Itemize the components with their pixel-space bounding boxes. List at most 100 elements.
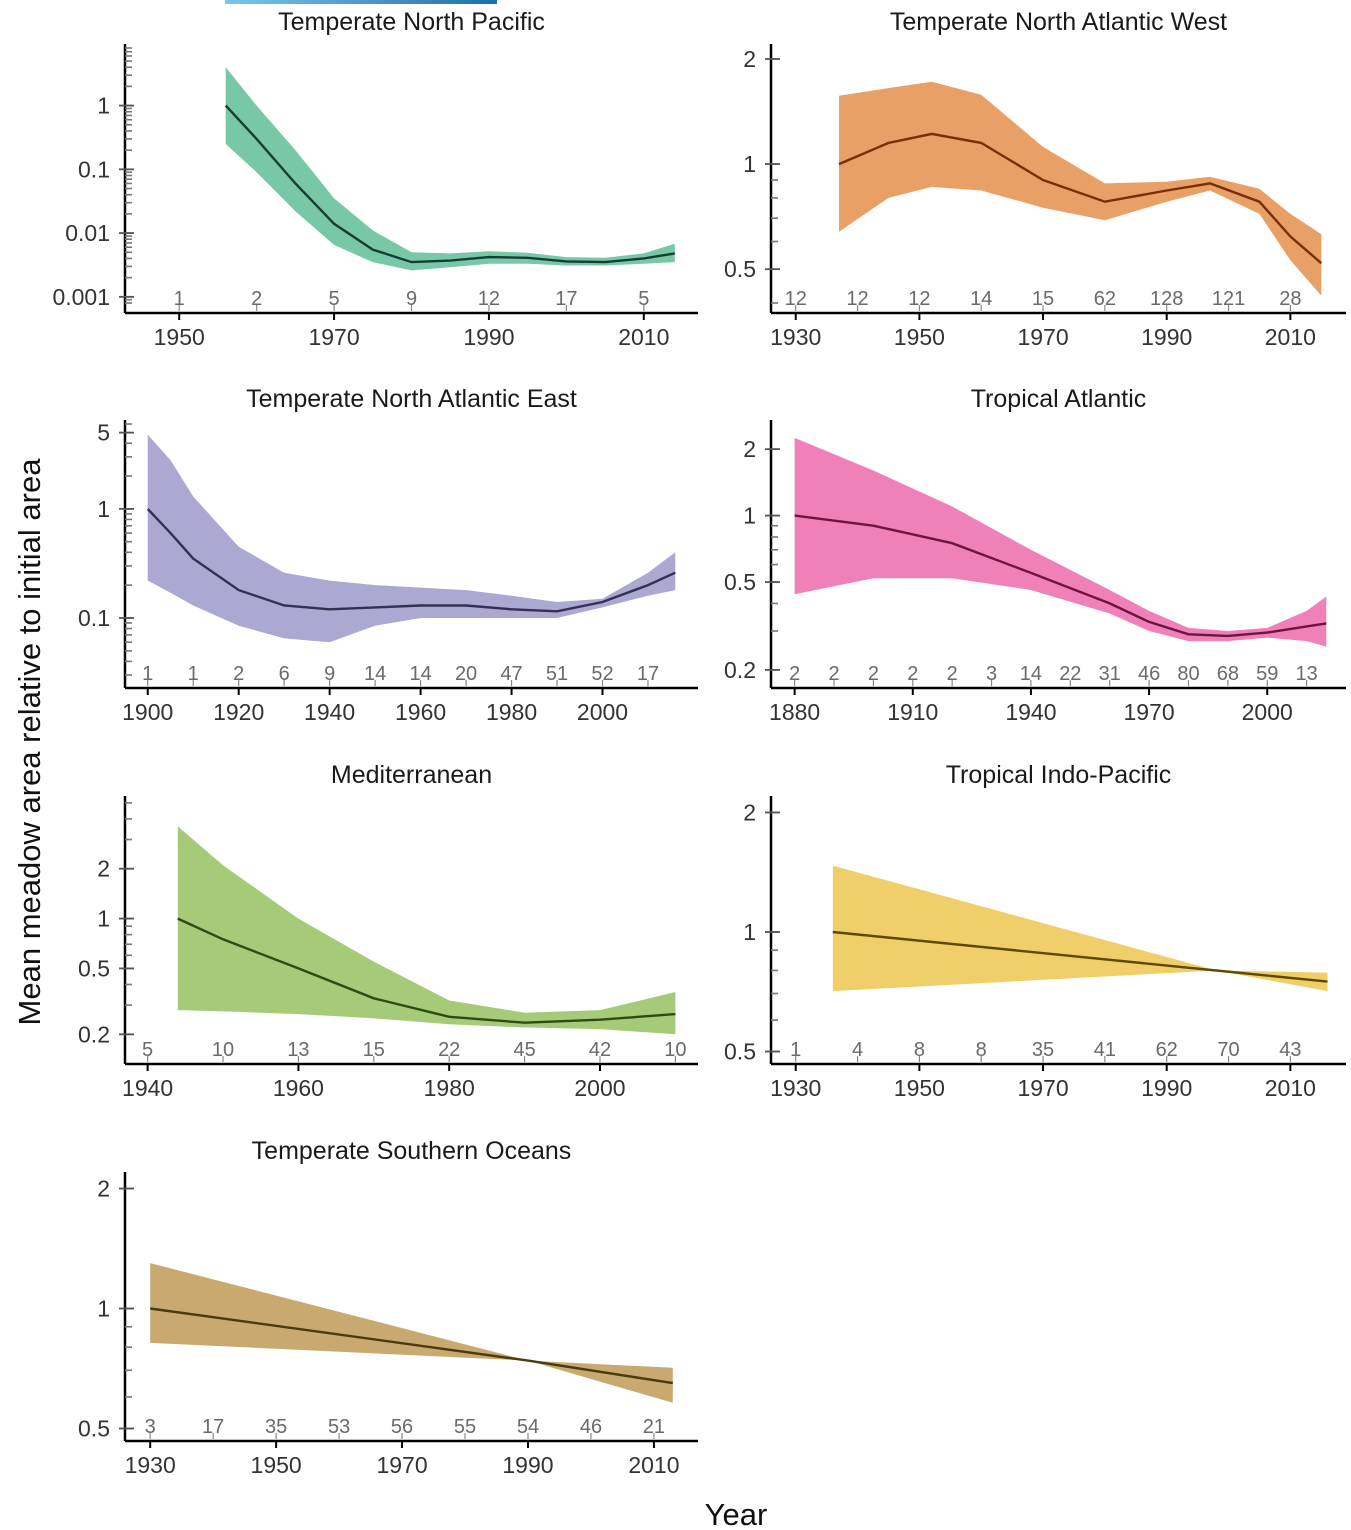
sample-count-label: 20	[455, 663, 477, 685]
y-tick-label: 2	[743, 46, 756, 72]
x-tick-label: 1960	[395, 699, 446, 725]
figure-x-axis-label: Year	[705, 1497, 768, 1530]
panel-title: Mediterranean	[331, 761, 492, 789]
sample-count-label: 15	[1032, 288, 1054, 310]
x-tick-label: 1980	[424, 1075, 475, 1101]
x-tick-label: 1930	[770, 324, 821, 350]
panel-title: Tropical Indo-Pacific	[946, 761, 1172, 789]
sample-count-label: 51	[546, 663, 568, 685]
sample-count-label: 2	[828, 663, 839, 685]
sample-count-label: 17	[637, 663, 659, 685]
mean-trend-line	[838, 132, 1323, 265]
sample-count-label: 3	[145, 1416, 156, 1438]
sample-count-label: 12	[785, 288, 807, 310]
sample-count-label: 14	[409, 663, 431, 685]
sample-count-label: 14	[364, 663, 386, 685]
sample-count-label: 2	[907, 663, 918, 685]
sample-count-label: 5	[638, 288, 649, 310]
x-tick-label: 1950	[894, 1075, 945, 1101]
sample-count-label: 12	[478, 288, 500, 310]
x-tick-label: 1950	[154, 324, 205, 350]
sample-count-label: 53	[328, 1416, 350, 1438]
sample-count-label: 28	[1279, 288, 1301, 310]
x-tick-label: 1990	[1141, 324, 1192, 350]
sample-count-label: 62	[1094, 288, 1116, 310]
x-tick-label: 1930	[770, 1075, 821, 1101]
sample-count-label: 14	[1020, 663, 1042, 685]
y-tick-label: 0.01	[65, 220, 110, 246]
sample-count-label: 15	[363, 1039, 385, 1061]
y-tick-label: 1	[97, 93, 110, 119]
sample-count-label: 10	[212, 1039, 234, 1061]
x-tick-label: 1930	[125, 1452, 176, 1478]
sample-count-label: 5	[142, 1039, 153, 1061]
y-tick-label: 1	[97, 1296, 110, 1322]
y-tick-label: 0.5	[724, 1039, 756, 1065]
sample-count-label: 45	[513, 1039, 535, 1061]
y-tick-label: 0.5	[724, 256, 756, 282]
mean-trend-line	[177, 917, 676, 1024]
sample-count-label: 35	[265, 1416, 287, 1438]
y-tick-label: 0.5	[78, 955, 110, 981]
y-tick-label: 0.5	[724, 569, 756, 595]
sample-count-label: 1	[188, 663, 199, 685]
sample-count-label: 62	[1156, 1039, 1178, 1061]
mean-trend-line	[224, 104, 675, 264]
x-tick-label: 1960	[273, 1075, 324, 1101]
sample-count-label: 42	[589, 1039, 611, 1061]
x-tick-label: 1950	[251, 1452, 302, 1478]
y-tick-label: 2	[97, 1176, 110, 1202]
sample-count-label: 70	[1217, 1039, 1239, 1061]
sample-count-label: 52	[591, 663, 613, 685]
x-tick-label: 1880	[769, 699, 820, 725]
x-tick-label: 2010	[618, 324, 669, 350]
x-tick-label: 1940	[304, 699, 355, 725]
sample-count-label: 1	[790, 1039, 801, 1061]
mean-trend-line	[146, 508, 676, 613]
sample-count-label: 22	[1059, 663, 1081, 685]
x-tick-label: 1900	[122, 699, 173, 725]
sample-count-label: 55	[454, 1416, 476, 1438]
sample-count-label: 4	[852, 1039, 863, 1061]
x-tick-label: 1970	[1017, 1075, 1068, 1101]
x-tick-label: 2000	[574, 1075, 625, 1101]
sample-count-label: 54	[517, 1416, 539, 1438]
x-tick-label: 1970	[1123, 699, 1174, 725]
sample-count-label: 80	[1177, 663, 1199, 685]
sample-count-label: 2	[789, 663, 800, 685]
sample-count-label: 2	[233, 663, 244, 685]
mean-trend-line	[794, 514, 1327, 638]
x-tick-label: 2010	[628, 1452, 679, 1478]
sample-count-label: 13	[1295, 663, 1317, 685]
sample-count-label: 41	[1094, 1039, 1116, 1061]
sample-count-label: 6	[279, 663, 290, 685]
sample-count-label: 21	[643, 1416, 665, 1438]
x-tick-label: 1970	[308, 324, 359, 350]
y-tick-label: 0.2	[78, 1021, 110, 1047]
confidence-band	[177, 826, 676, 1035]
sample-count-label: 35	[1032, 1039, 1054, 1061]
sample-count-label: 12	[908, 288, 930, 310]
confidence-band	[147, 434, 676, 643]
sample-count-label: 56	[391, 1416, 413, 1438]
sample-count-label: 47	[500, 663, 522, 685]
x-tick-label: 1910	[887, 699, 938, 725]
panel-title: Temperate North Atlantic East	[246, 385, 577, 413]
sample-count-label: 59	[1256, 663, 1278, 685]
x-tick-label: 1940	[1005, 699, 1056, 725]
x-tick-label: 1970	[376, 1452, 427, 1478]
y-tick-label: 1	[743, 919, 756, 945]
sample-count-label: 43	[1279, 1039, 1301, 1061]
x-tick-label: 1990	[1141, 1075, 1192, 1101]
sample-count-label: 121	[1212, 288, 1245, 310]
panel-title: Tropical Atlantic	[971, 385, 1147, 413]
sample-count-label: 2	[251, 288, 262, 310]
sample-count-label: 2	[868, 663, 879, 685]
y-tick-label: 0.001	[52, 284, 110, 310]
sample-count-label: 1	[142, 663, 153, 685]
y-tick-label: 2	[97, 856, 110, 882]
confidence-band	[150, 1263, 673, 1403]
confidence-band	[832, 865, 1328, 992]
sample-count-label: 9	[406, 288, 417, 310]
sample-count-label: 22	[438, 1039, 460, 1061]
